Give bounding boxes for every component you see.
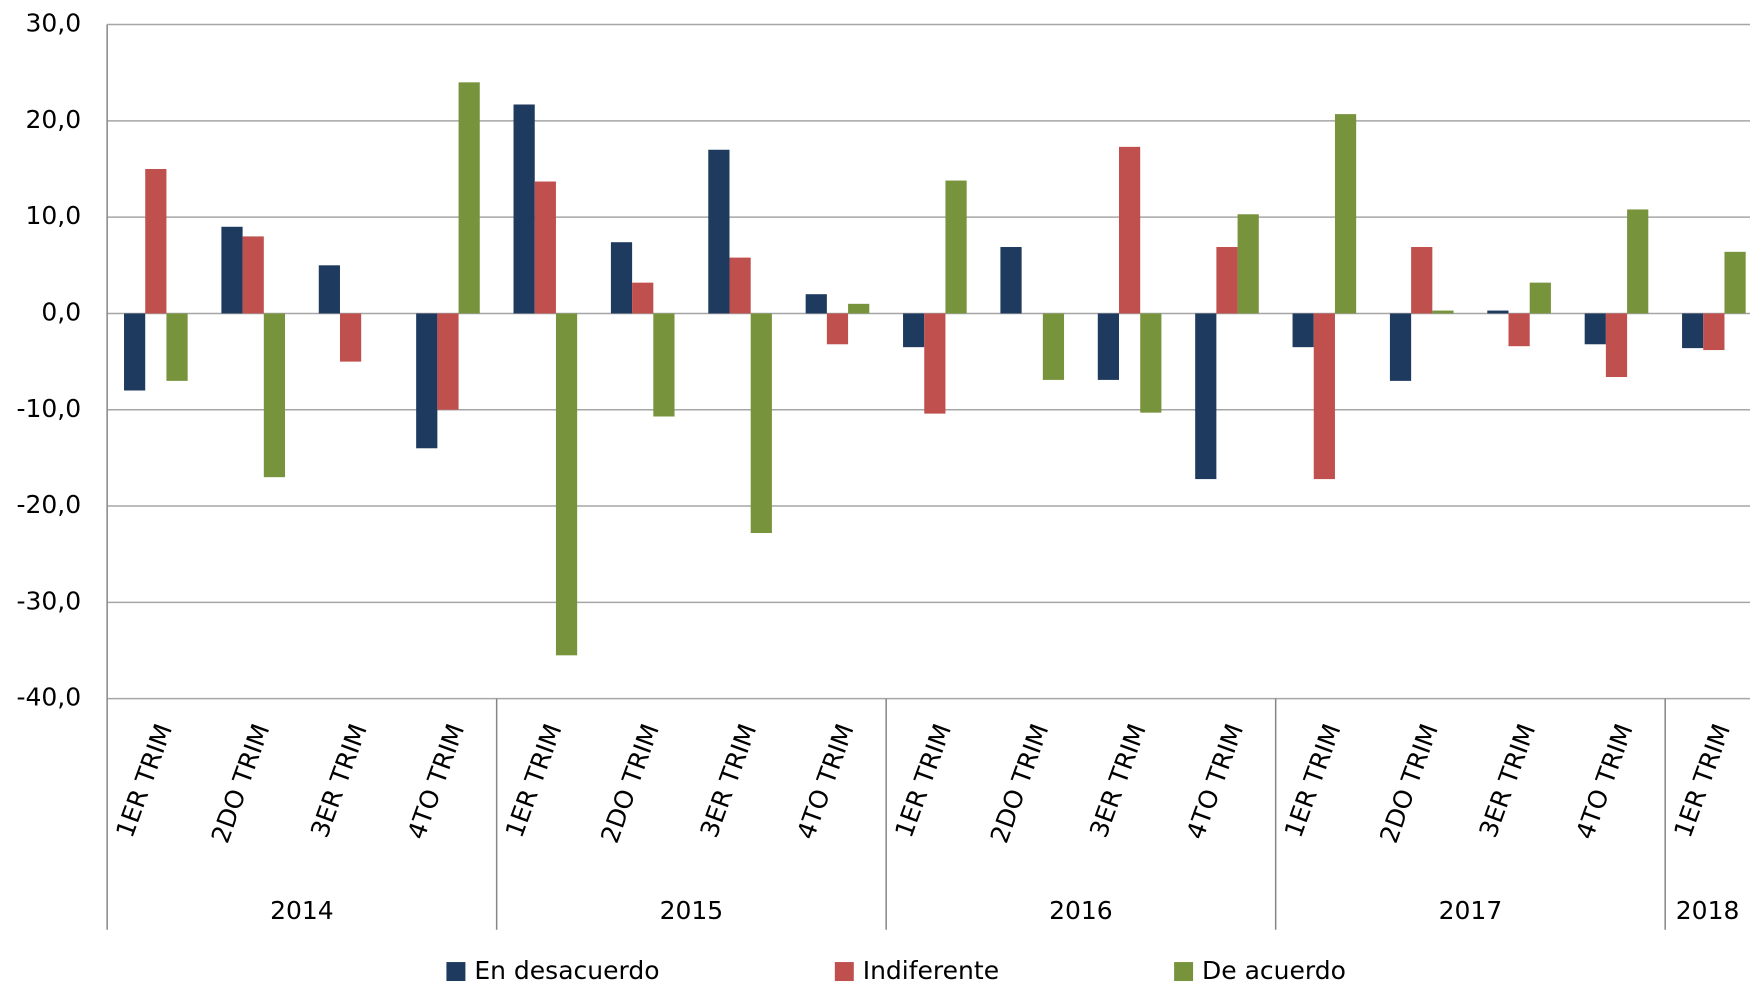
x-tick-label: 3ER TRIM xyxy=(305,720,373,841)
bar xyxy=(1487,310,1509,314)
bar xyxy=(826,313,849,345)
group-label: 2014 xyxy=(270,896,334,925)
x-tick-label: 3ER TRIM xyxy=(694,720,762,841)
x-tick-label: 4TO TRIM xyxy=(791,720,859,843)
bar xyxy=(708,149,730,314)
bar xyxy=(458,82,480,314)
bar xyxy=(1703,313,1725,351)
bar xyxy=(145,169,167,314)
bar xyxy=(1042,313,1065,380)
bar xyxy=(1292,313,1314,348)
bar xyxy=(318,265,340,314)
bar xyxy=(1682,313,1704,349)
bar xyxy=(729,257,751,314)
y-tick-label: 10,0 xyxy=(25,201,81,230)
legend-swatch xyxy=(834,962,854,982)
bar xyxy=(1432,310,1454,314)
bar xyxy=(124,313,146,391)
bar xyxy=(1411,247,1433,314)
group-label: 2017 xyxy=(1439,896,1503,925)
x-tick-label: 4TO TRIM xyxy=(1181,720,1249,843)
bar xyxy=(848,303,870,314)
x-tick-label: 1ER TRIM xyxy=(110,720,178,841)
bar xyxy=(610,242,633,314)
bar xyxy=(1508,313,1530,347)
x-tick-label: 4TO TRIM xyxy=(1570,720,1638,843)
x-tick-label: 3ER TRIM xyxy=(1474,720,1542,841)
legend-label: Indiferente xyxy=(863,956,999,985)
y-tick-label: -40,0 xyxy=(16,683,81,712)
bar xyxy=(513,104,535,314)
bar xyxy=(1000,247,1022,314)
bar xyxy=(750,313,772,534)
x-tick-label: 3ER TRIM xyxy=(1084,720,1152,841)
y-tick-label: -20,0 xyxy=(16,490,81,519)
bar xyxy=(437,313,459,410)
bar xyxy=(1097,313,1120,380)
x-tick-label: 1ER TRIM xyxy=(889,720,957,841)
bar xyxy=(555,313,578,656)
group-label: 2015 xyxy=(660,896,724,925)
bar xyxy=(1334,114,1357,314)
bar xyxy=(1529,282,1551,314)
bar xyxy=(263,313,286,478)
bar xyxy=(1313,313,1335,480)
bar xyxy=(1237,214,1259,314)
y-tick-label: 20,0 xyxy=(25,105,81,134)
x-tick-label: 2DO TRIM xyxy=(595,720,665,847)
bar xyxy=(339,313,362,362)
x-tick-label: 2DO TRIM xyxy=(1374,720,1444,847)
bar xyxy=(242,236,264,314)
bar xyxy=(1216,247,1238,314)
x-tick-label: 1ER TRIM xyxy=(1279,720,1347,841)
bar xyxy=(924,313,946,414)
bar xyxy=(1724,251,1746,314)
bar xyxy=(416,313,438,449)
group-label: 2016 xyxy=(1049,896,1113,925)
legend-swatch xyxy=(1174,962,1194,982)
x-tick-label: 1ER TRIM xyxy=(1668,720,1736,841)
y-tick-label: 30,0 xyxy=(25,9,81,38)
legend-label: De acuerdo xyxy=(1202,956,1346,985)
y-tick-label: -10,0 xyxy=(16,394,81,423)
y-tick-label: 0,0 xyxy=(41,297,81,326)
bar xyxy=(1605,313,1628,378)
legend-swatch xyxy=(446,962,466,982)
bar xyxy=(805,294,827,314)
bar xyxy=(166,313,188,381)
bar xyxy=(1195,313,1217,480)
bar xyxy=(1140,313,1162,413)
bar xyxy=(1119,146,1141,314)
bar xyxy=(632,282,654,314)
bar xyxy=(653,313,675,417)
y-tick-label: -30,0 xyxy=(16,586,81,615)
bar xyxy=(903,313,925,348)
legend-label: En desacuerdo xyxy=(474,956,659,985)
bar xyxy=(534,181,556,314)
bar xyxy=(221,226,243,314)
x-tick-label: 2DO TRIM xyxy=(206,720,276,847)
bar xyxy=(1627,209,1649,314)
x-tick-label: 2DO TRIM xyxy=(985,720,1055,847)
x-tick-label: 1ER TRIM xyxy=(500,720,568,841)
group-label: 2018 xyxy=(1676,896,1740,925)
bar xyxy=(1389,313,1412,381)
x-tick-label: 4TO TRIM xyxy=(402,720,470,843)
bar xyxy=(945,180,967,314)
bar xyxy=(1584,313,1606,345)
